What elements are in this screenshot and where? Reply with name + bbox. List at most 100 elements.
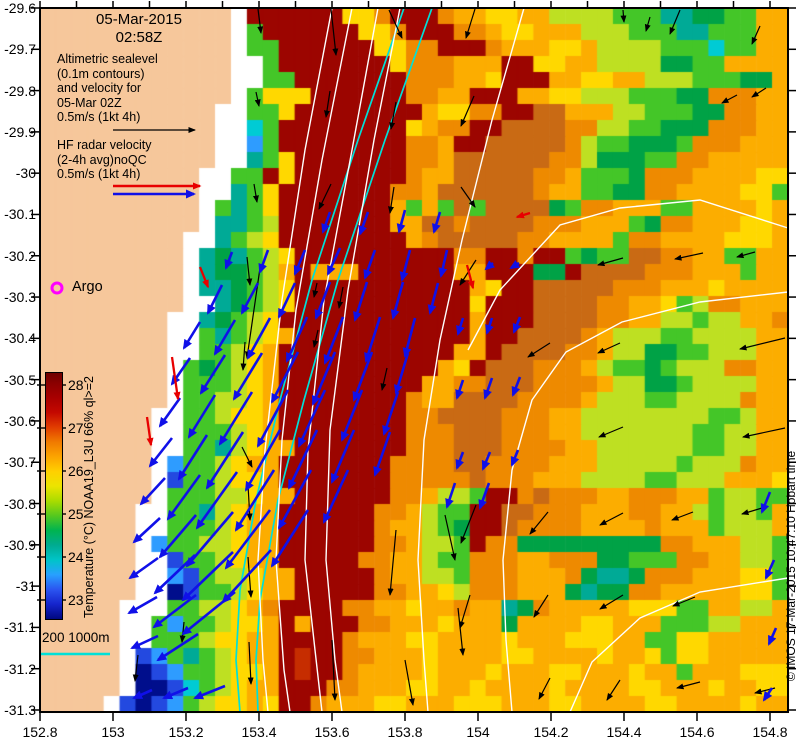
temperature-colorbar [45, 372, 63, 620]
map-datetime-title: 05-Mar-2015 02:58Z [96, 11, 182, 46]
altimetric-velocity-arrow [671, 511, 694, 521]
y-tick-label: -30.1 [4, 206, 36, 223]
altimetric-velocity-arrow [388, 186, 395, 214]
hf-radar-velocity-arrow [130, 634, 159, 650]
hf-radar-velocity-arrow-red [465, 264, 475, 290]
altimetric-velocity-arrow [244, 267, 261, 359]
hf-radar-velocity-arrow [352, 351, 374, 402]
altimetric-velocity-arrow [331, 639, 338, 701]
y-tick-label: -29.7 [4, 41, 36, 58]
colorbar-tick-label: 28 [68, 377, 84, 393]
y-tick-label: -30.7 [4, 454, 36, 471]
hf-radar-velocity-arrow [256, 389, 290, 448]
altimetric-velocity-arrow [465, 8, 476, 39]
altimetric-velocity-arrow [457, 607, 466, 656]
altimetric-velocity-arrow [318, 183, 332, 210]
y-tick-label: -29.6 [4, 0, 36, 16]
altimetric-velocity-arrow [739, 337, 786, 351]
hf-radar-velocity-arrow [330, 429, 356, 484]
hf-radar-velocity-arrow [363, 249, 377, 280]
hf-radar-velocity-arrow [485, 317, 494, 335]
altimetric-velocity-arrow [597, 257, 624, 267]
contour-line [502, 291, 789, 713]
hf-radar-velocity-arrow [181, 551, 234, 602]
hf-radar-velocity-arrow [127, 595, 158, 615]
hf-radar-velocity-arrow [128, 556, 159, 580]
altimetric-velocity-arrow [246, 256, 253, 286]
y-tick-label: -31.1 [4, 619, 36, 636]
altimetric-velocity-arrow [676, 681, 701, 690]
hf-radar-legend-text: HF radar velocity (2-4h avg)noQC 0.5m/s … [57, 138, 152, 182]
altimetric-velocity-arrow [597, 342, 621, 354]
hf-radar-velocity-arrow [181, 590, 236, 636]
hf-radar-velocity-arrow [323, 316, 345, 365]
altimetric-velocity-arrow [644, 16, 651, 32]
hf-radar-velocity-arrow [199, 354, 227, 395]
hf-radar-velocity-arrow [455, 379, 465, 400]
altimetric-velocity-arrow [741, 507, 763, 516]
altimetric-velocity-arrow [312, 329, 319, 348]
altimetric-velocity-arrow [246, 484, 253, 521]
altimetric-velocity-arrow [674, 252, 704, 261]
hf-radar-velocity-arrow [512, 316, 522, 334]
y-tick-label: -30.4 [4, 330, 36, 347]
hf-radar-velocity-arrow [511, 376, 522, 397]
x-tick-label: 154 [466, 724, 490, 740]
altimetric-velocity-arrow [380, 367, 388, 391]
contour-line [569, 577, 789, 713]
hf-radar-velocity-arrow [177, 434, 209, 481]
colorbar-tick-label: 26 [68, 463, 84, 479]
hf-radar-velocity-arrow [182, 321, 202, 350]
altimetric-velocity-arrow [538, 677, 551, 700]
hf-radar-velocity-arrow [158, 397, 182, 428]
altimetric-velocity-arrow [312, 282, 319, 298]
altimetric-velocity-arrow [254, 91, 261, 107]
altimetric-legend-text: Altimetric sealevel (0.1m contours) and … [57, 52, 158, 125]
hf-radar-velocity-arrow [132, 517, 161, 544]
altimetric-velocity-arrow [620, 9, 627, 23]
hf-radar-velocity-arrow [321, 211, 332, 234]
x-tick-label: 154.2 [533, 724, 569, 740]
hf-radar-velocity-arrow [322, 469, 350, 524]
hf-radar-velocity-arrow [206, 284, 224, 315]
x-tick-label: 153.6 [314, 724, 350, 740]
x-tick-label: 153.2 [168, 724, 204, 740]
hf-radar-velocity-arrow [393, 352, 410, 395]
hf-radar-velocity-arrow [382, 391, 400, 436]
y-tick-label: -30.6 [4, 412, 36, 429]
hf-radar-velocity-arrow [373, 431, 392, 477]
altimetric-velocity-arrow [444, 514, 457, 561]
x-tick-label: 153.8 [387, 724, 423, 740]
hf-radar-velocity-arrow [152, 593, 197, 629]
y-tick-label: -30.5 [4, 371, 36, 388]
hf-radar-velocity-arrow [483, 377, 494, 400]
hf-radar-velocity-arrow [358, 211, 370, 236]
hf-radar-velocity-arrow [340, 389, 364, 442]
x-tick-label: 152.8 [22, 724, 58, 740]
colorbar-axis-label: Temperature (°C) NOAA19_L3U 66% ql>=2 [82, 376, 96, 618]
altimetric-velocity-arrow [330, 8, 339, 56]
hf-radar-velocity-arrow [456, 317, 465, 336]
altimetric-velocity-arrow [669, 9, 681, 35]
hf-radar-velocity-arrow [153, 554, 196, 595]
hf-radar-velocity-arrow [762, 687, 774, 702]
altimetric-velocity-arrow [324, 90, 331, 118]
hf-radar-velocity-arrow [156, 632, 199, 662]
hf-radar-velocity-arrow [166, 474, 202, 521]
colorbar-tick-label: 24 [68, 549, 84, 565]
hf-radar-velocity-arrow-red [198, 266, 210, 289]
contour-line [417, 7, 525, 713]
y-tick-label: -31.3 [4, 702, 36, 718]
y-tick-label: -30.9 [4, 536, 36, 553]
altimetric-velocity-arrow [599, 512, 624, 526]
hf-radar-velocity-arrow [287, 429, 319, 490]
hf-radar-velocity-arrow [234, 469, 276, 532]
hf-radar-velocity-arrow [158, 514, 197, 559]
hf-radar-velocity-arrow [481, 451, 492, 471]
altimetric-velocity-arrow [247, 556, 254, 598]
altimetric-velocity-arrow [252, 183, 259, 203]
hf-radar-velocity-arrow [221, 549, 272, 604]
hf-radar-velocity-arrow [445, 482, 457, 509]
hf-radar-velocity-arrow [427, 282, 440, 315]
